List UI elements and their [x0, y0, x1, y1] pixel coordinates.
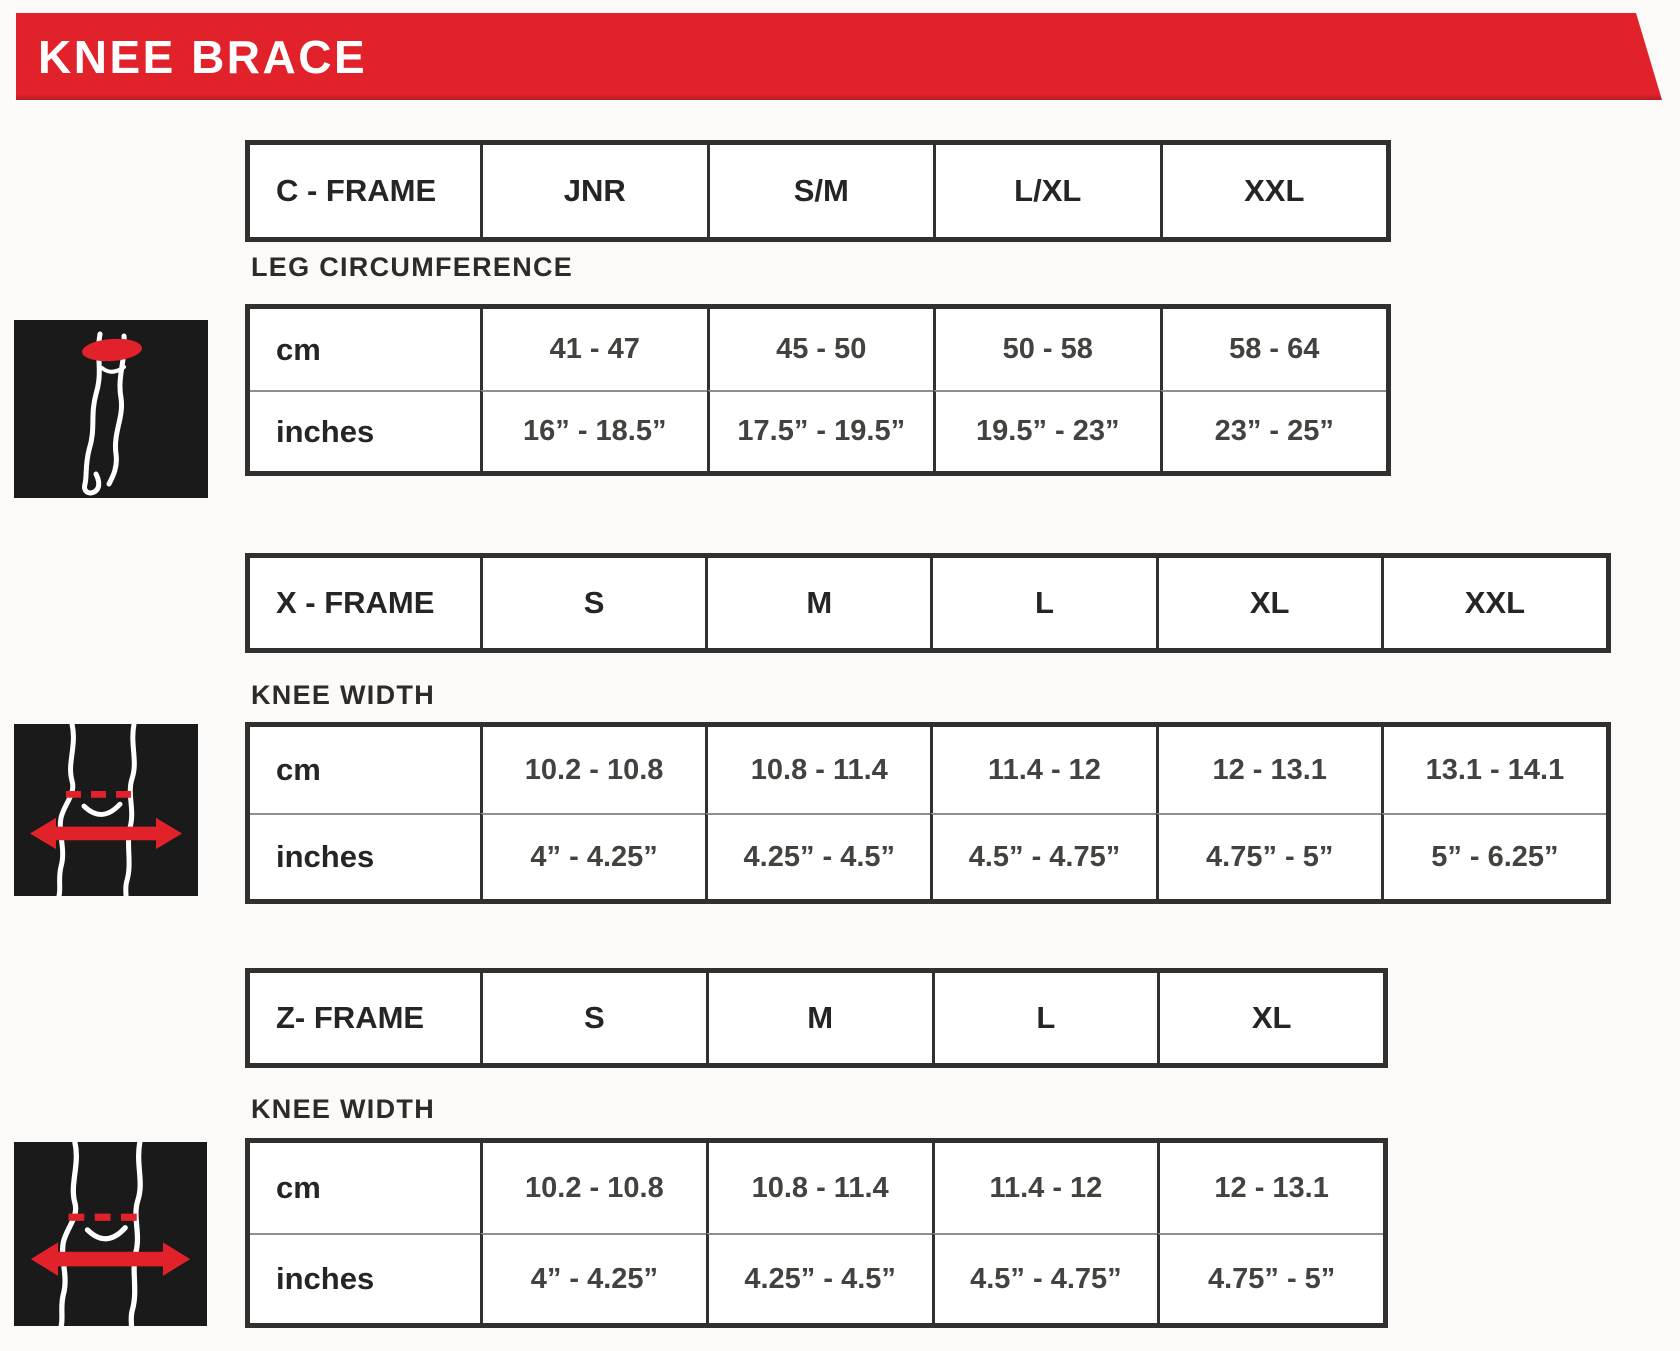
size-value-cell: 4.25” - 4.5”: [705, 813, 931, 899]
size-value-cell: 10.8 - 11.4: [705, 1143, 932, 1233]
measurement-label: LEG CIRCUMFERENCE: [251, 252, 574, 282]
c-frame-header-table: C - FRAME JNR S/M L/XL XXL: [245, 140, 1391, 242]
size-col-header: L: [931, 973, 1158, 1063]
size-col-header: XL: [1155, 558, 1381, 648]
size-value-cell: 4.5” - 4.75”: [930, 813, 1156, 899]
x-frame-header-table: X - FRAME S M L XL XXL: [245, 553, 1611, 653]
size-value-cell: 4.75” - 5”: [1157, 1233, 1383, 1323]
size-col-header: M: [705, 973, 932, 1063]
size-value-cell: 50 - 58: [933, 309, 1160, 390]
size-value-cell: 11.4 - 12: [930, 727, 1155, 813]
size-value-cell: 12 - 13.1: [1155, 727, 1381, 813]
size-value-cell: 4.5” - 4.75”: [931, 1233, 1158, 1323]
size-value-cell: 13.1 - 14.1: [1380, 727, 1606, 813]
size-value-cell: 10.2 - 10.8: [480, 1143, 706, 1233]
size-col-header: L: [930, 558, 1155, 648]
size-col-header: JNR: [480, 145, 707, 237]
measurement-label: KNEE WIDTH: [251, 1094, 435, 1124]
z-frame-header-table: Z- FRAME S M L XL: [245, 968, 1388, 1068]
unit-label-cell: inches: [250, 390, 480, 471]
size-value-cell: 19.5” - 23”: [933, 390, 1160, 471]
z-frame-data-table: cm 10.2 - 10.8 10.8 - 11.4 11.4 - 12 12 …: [245, 1138, 1388, 1328]
size-value-cell: 41 - 47: [480, 309, 707, 390]
size-value-cell: 12 - 13.1: [1157, 1143, 1383, 1233]
size-value-cell: 4” - 4.25”: [480, 1233, 706, 1323]
unit-label-cell: cm: [276, 1170, 321, 1205]
measurement-label: KNEE WIDTH: [251, 680, 435, 710]
size-value-cell: 10.8 - 11.4: [705, 727, 930, 813]
size-col-header: L/XL: [933, 145, 1160, 237]
size-value-cell: 17.5” - 19.5”: [706, 390, 933, 471]
size-col-header: M: [705, 558, 930, 648]
title-banner: KNEE BRACE: [16, 13, 1662, 100]
size-col-header: XL: [1157, 973, 1383, 1063]
size-col-header: S: [480, 558, 705, 648]
frame-label-cell: Z- FRAME: [276, 1000, 425, 1035]
knee-width-icon: [14, 724, 198, 896]
unit-label-cell: cm: [276, 331, 321, 367]
frame-label-cell: X - FRAME: [276, 585, 435, 620]
size-value-cell: 5” - 6.25”: [1380, 813, 1606, 899]
size-value-cell: 11.4 - 12: [931, 1143, 1158, 1233]
size-value-cell: 58 - 64: [1159, 309, 1387, 390]
leg-circumference-icon: [14, 320, 208, 498]
size-col-header: S: [480, 973, 706, 1063]
size-col-header: XXL: [1159, 145, 1387, 237]
unit-label-cell: inches: [250, 1233, 480, 1323]
size-col-header: XXL: [1380, 558, 1606, 648]
size-value-cell: 10.2 - 10.8: [480, 727, 705, 813]
size-col-header: S/M: [706, 145, 934, 237]
c-frame-data-table: cm 41 - 47 45 - 50 50 - 58 58 - 64 inche…: [245, 304, 1391, 476]
size-value-cell: 45 - 50: [706, 309, 934, 390]
unit-label-cell: inches: [250, 813, 480, 899]
unit-label-cell: cm: [276, 752, 321, 787]
x-frame-data-table: cm 10.2 - 10.8 10.8 - 11.4 11.4 - 12 12 …: [245, 722, 1611, 904]
page-title: KNEE BRACE: [38, 30, 368, 83]
size-value-cell: 16” - 18.5”: [480, 390, 707, 471]
frame-label-cell: C - FRAME: [276, 173, 437, 208]
size-value-cell: 4” - 4.25”: [480, 813, 706, 899]
size-value-cell: 23” - 25”: [1159, 390, 1386, 471]
size-value-cell: 4.75” - 5”: [1155, 813, 1381, 899]
size-value-cell: 4.25” - 4.5”: [705, 1233, 932, 1323]
knee-width-icon: [14, 1142, 207, 1326]
